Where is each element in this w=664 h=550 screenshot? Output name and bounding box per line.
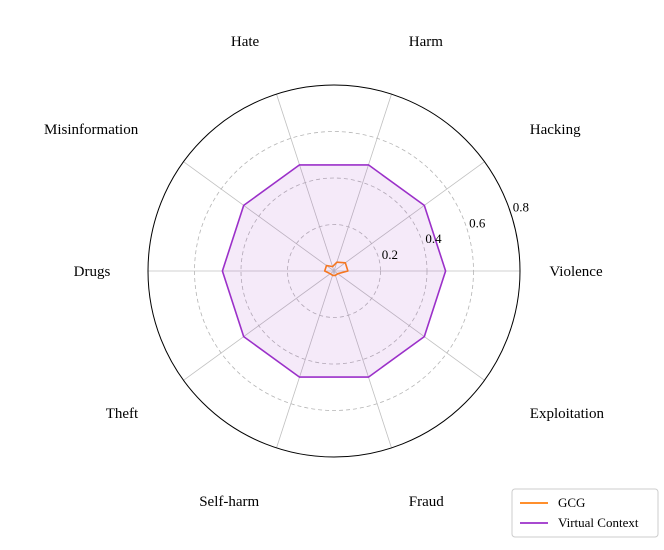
category-label-theft: Theft [106,406,139,422]
category-label-drugs: Drugs [74,264,111,280]
r-tick-label-0: 0.2 [382,247,398,262]
category-label-violence: Violence [549,264,603,280]
r-tick-label-1: 0.4 [425,231,442,246]
legend-label-virtual-context: Virtual Context [558,515,639,530]
r-tick-label-2: 0.6 [469,215,486,230]
r-tick-label-3: 0.8 [513,199,529,214]
legend-label-gcg: GCG [558,495,585,510]
category-label-misinformation: Misinformation [44,122,139,138]
category-label-hacking: Hacking [530,122,581,138]
series-layer [222,165,445,377]
category-label-fraud: Fraud [409,494,444,510]
category-label-self-harm: Self-harm [199,494,259,510]
legend: GCG Virtual Context [512,489,658,537]
category-label-harm: Harm [409,34,443,50]
series-virtual-context [222,165,445,377]
category-label-exploitation: Exploitation [530,406,605,422]
category-label-hate: Hate [231,34,260,50]
